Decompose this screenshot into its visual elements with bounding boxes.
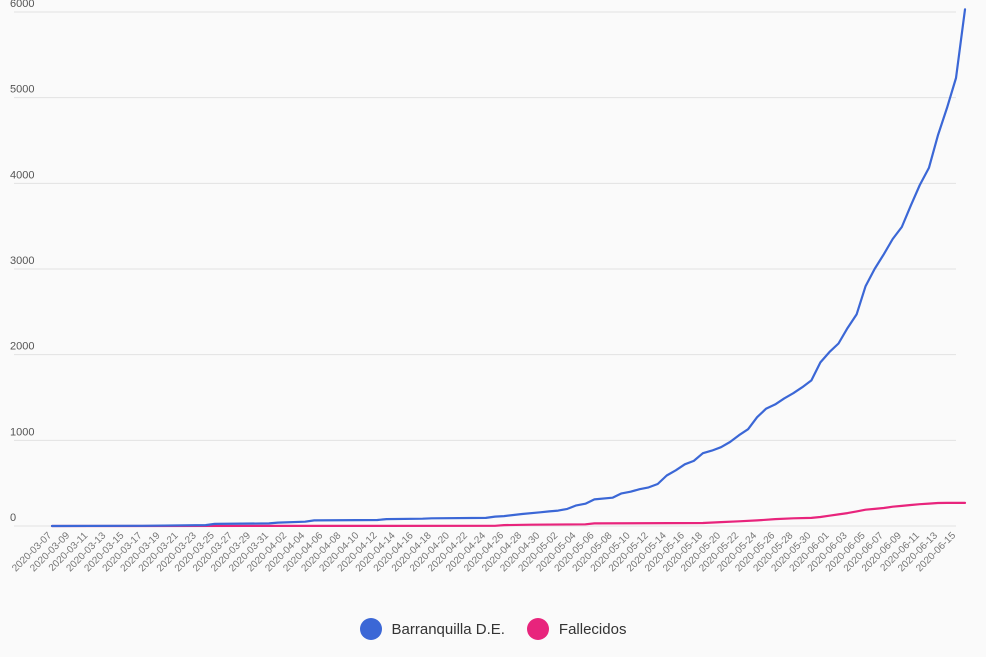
legend-item-1[interactable]: Fallecidos <box>526 618 627 640</box>
legend-marker-0 <box>359 618 382 640</box>
legend-item-0[interactable]: Barranquilla D.E. <box>359 618 505 640</box>
grid-lines <box>14 11 956 527</box>
y-axis-ticks: 0 1000 2000 3000 4000 5000 6000 <box>10 0 34 524</box>
legend: Barranquilla D.E. Fallecidos <box>0 618 986 640</box>
y-tick-label-0: 0 <box>10 512 16 524</box>
series-line-0 <box>50 8 967 528</box>
y-tick-label-2: 2000 <box>10 341 34 353</box>
y-tick-label-6: 6000 <box>10 0 34 10</box>
series-line-1 <box>50 501 967 528</box>
y-tick-label-5: 5000 <box>10 84 34 96</box>
legend-label-0: Barranquilla D.E. <box>391 620 505 638</box>
series-lines <box>50 8 967 528</box>
y-tick-label-3: 3000 <box>10 255 34 267</box>
legend-label-1: Fallecidos <box>558 620 627 638</box>
y-tick-label-4: 4000 <box>10 169 34 181</box>
legend-marker-1 <box>526 618 549 640</box>
y-tick-label-1: 1000 <box>10 426 34 438</box>
x-axis-ticks: 2020-03-072020-03-092020-03-112020-03-13… <box>10 530 958 574</box>
